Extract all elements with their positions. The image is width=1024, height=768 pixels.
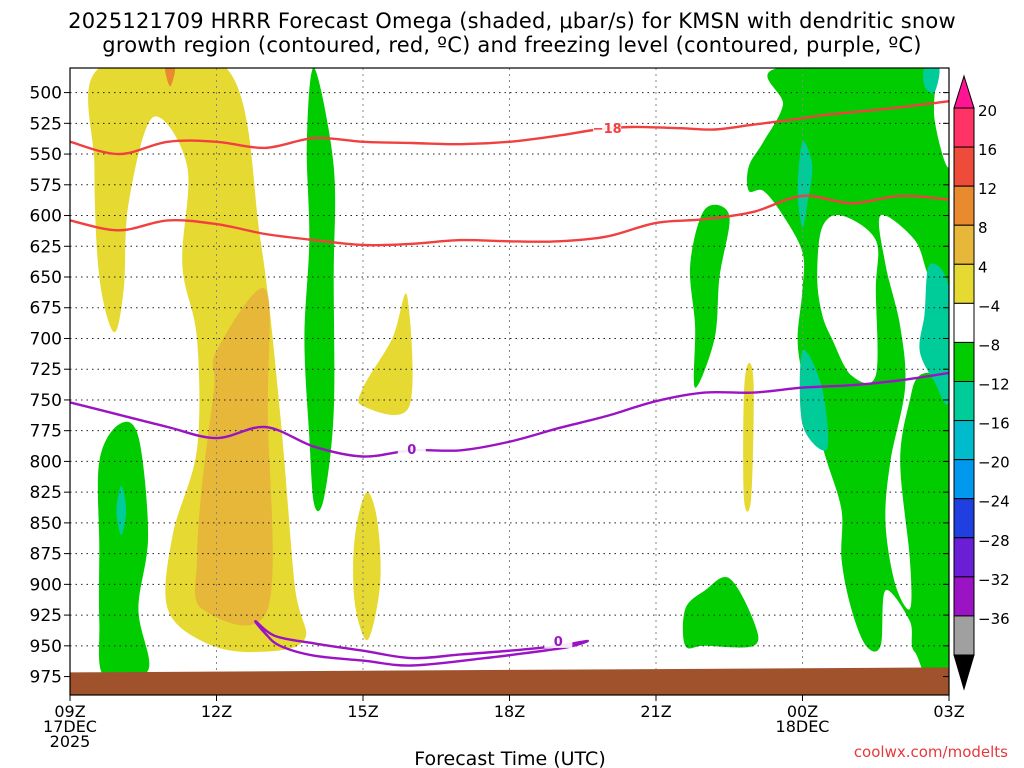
freezing-level-contour-low-label-bg <box>544 632 573 648</box>
colorbar-label-1: 16 <box>978 141 997 159</box>
colorbar-bottom-arrow <box>953 654 975 691</box>
credit-text: coolwx.com/modelts <box>853 743 1008 761</box>
dgz-contour-top <box>70 100 949 156</box>
colorbar-label-6: −8 <box>978 336 1000 354</box>
omega-yellow-15z-low <box>353 492 381 641</box>
colorbar: 20 16 12 8 4 −4 −8 −12 −16 −20 −24 −28 −32 −36 <box>953 74 1010 691</box>
x-tick-label-0-1: 17DEC <box>43 717 97 736</box>
omega-orange-small-top <box>165 68 176 87</box>
y-tick-label-850: 850 <box>30 514 62 534</box>
colorbar-segment-4 <box>953 263 975 304</box>
omega-shading-layer <box>88 68 949 695</box>
colorbar-label-8: −16 <box>978 415 1010 433</box>
y-tick-label-975: 975 <box>30 668 62 688</box>
x-tick-label-0-2: 2025 <box>50 732 91 751</box>
freezing-level-contour-low <box>254 619 589 667</box>
x-tick-label-15-0: 00Z <box>787 702 818 721</box>
omega-teal-west <box>116 486 127 536</box>
colorbar-segment-5 <box>953 302 975 343</box>
colorbar-label-7: −12 <box>978 376 1010 394</box>
x-tick-label-15-1: 18DEC <box>776 717 830 736</box>
x-tick-label-12-0: 21Z <box>640 702 671 721</box>
freezing-level-contour-low-label: 0 <box>554 635 563 650</box>
colorbar-label-2: 12 <box>978 180 997 198</box>
y-tick-label-675: 675 <box>30 299 62 319</box>
x-tick-label-6-0: 15Z <box>347 702 378 721</box>
y-tick-label-625: 625 <box>30 237 62 257</box>
y-tick-label-600: 600 <box>30 207 62 227</box>
terrain-layer <box>70 667 949 695</box>
omega-yellow-22z <box>743 362 754 512</box>
colorbar-segment-9 <box>953 459 975 500</box>
freezing-level-contour-label-bg <box>397 441 426 457</box>
terrain-band <box>70 667 949 695</box>
x-tick-label-3-0: 12Z <box>201 702 232 721</box>
colorbar-segment-12 <box>953 576 975 617</box>
y-tick-label-650: 650 <box>30 268 62 288</box>
colorbar-segment-3 <box>953 224 975 265</box>
y-tick-label-575: 575 <box>30 176 62 196</box>
dgz-contour-top-label: −18 <box>593 122 622 137</box>
contour-layer <box>70 100 949 667</box>
contour-label-layer: −18 0 0 <box>397 120 622 650</box>
x-tick-label-18-0: 03Z <box>933 702 964 721</box>
freezing-level-contour-label: 0 <box>407 443 416 458</box>
colorbar-segment-11 <box>953 537 975 578</box>
y-tick-label-750: 750 <box>30 391 62 411</box>
y-tick-label-925: 925 <box>30 606 62 626</box>
dgz-contour-top-label-bg <box>593 120 622 136</box>
colorbar-label-3: 8 <box>978 219 988 237</box>
y-tick-label-500: 500 <box>30 84 62 104</box>
colorbar-label-5: −4 <box>978 297 1000 315</box>
y-tick-label-950: 950 <box>30 637 62 657</box>
colorbar-label-12: −32 <box>978 571 1010 589</box>
chart-title-line-2: growth region (contoured, red, ºC) and f… <box>102 33 922 57</box>
colorbar-segment-8 <box>953 420 975 461</box>
omega-green-21z-low <box>682 576 759 649</box>
omega-teal-east-1 <box>797 141 813 228</box>
omega-white-east-1 <box>817 215 879 384</box>
y-tick-label-825: 825 <box>30 483 62 503</box>
y-tick-label-725: 725 <box>30 360 62 380</box>
dgz-contour-bottom <box>70 194 949 247</box>
omega-green-west <box>97 421 150 682</box>
colorbar-segment-2 <box>953 185 975 226</box>
colorbar-segment-1 <box>953 146 975 187</box>
y-tick-label-800: 800 <box>30 452 62 472</box>
colorbar-label-4: 4 <box>978 258 988 276</box>
colorbar-segment-6 <box>953 341 975 382</box>
y-tick-label-700: 700 <box>30 329 62 349</box>
colorbar-label-0: 20 <box>978 102 997 120</box>
omega-teal-east-3 <box>919 263 949 405</box>
omega-green-22z <box>689 204 730 388</box>
y-tick-label-550: 550 <box>30 145 62 165</box>
y-tick-label-525: 525 <box>30 114 62 134</box>
omega-teal-east-2 <box>923 68 940 94</box>
colorbar-label-10: −24 <box>978 493 1010 511</box>
x-tick-label-0-0: 09Z <box>54 702 85 721</box>
chart-title-line-1: 2025121709 HRRR Forecast Omega (shaded, … <box>68 9 956 33</box>
colorbar-label-13: −36 <box>978 610 1010 628</box>
y-tick-label-900: 900 <box>30 575 62 595</box>
colorbar-segment-7 <box>953 381 975 422</box>
x-tick-label-9-0: 18Z <box>494 702 525 721</box>
colorbar-segment-0 <box>953 107 975 148</box>
colorbar-segment-13 <box>953 615 975 656</box>
colorbar-label-9: −20 <box>978 454 1010 472</box>
grid-layer <box>70 68 949 695</box>
freezing-level-contour <box>70 371 949 458</box>
colorbar-label-11: −28 <box>978 532 1010 550</box>
y-axis: 500 525 550 575 600 625 650 675 700 725 750 775 800 8… <box>30 84 949 688</box>
x-axis-label: Forecast Time (UTC) <box>414 748 605 768</box>
colorbar-top-arrow <box>953 74 975 109</box>
omega-yellow-15z <box>358 293 413 416</box>
y-tick-label-875: 875 <box>30 545 62 565</box>
colorbar-segment-10 <box>953 498 975 539</box>
omega-orange-core <box>194 288 273 626</box>
y-tick-label-775: 775 <box>30 422 62 442</box>
